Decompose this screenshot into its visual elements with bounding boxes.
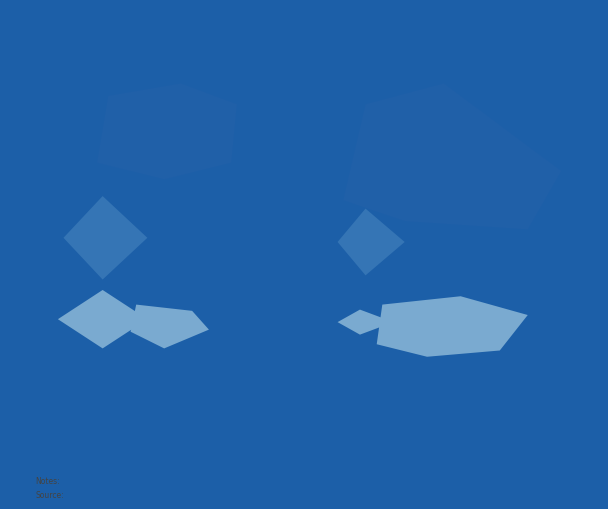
Polygon shape [58,290,147,349]
Polygon shape [97,83,237,179]
Text: World of Labor: World of Labor [480,492,541,501]
Text: Notes:: Notes: [35,477,60,486]
Polygon shape [343,83,561,230]
Polygon shape [377,296,528,357]
Polygon shape [337,209,405,275]
Text: Source:: Source: [35,491,64,500]
Polygon shape [131,304,209,349]
Polygon shape [337,309,393,334]
Polygon shape [63,196,147,279]
Text: I Z A: I Z A [497,475,525,485]
